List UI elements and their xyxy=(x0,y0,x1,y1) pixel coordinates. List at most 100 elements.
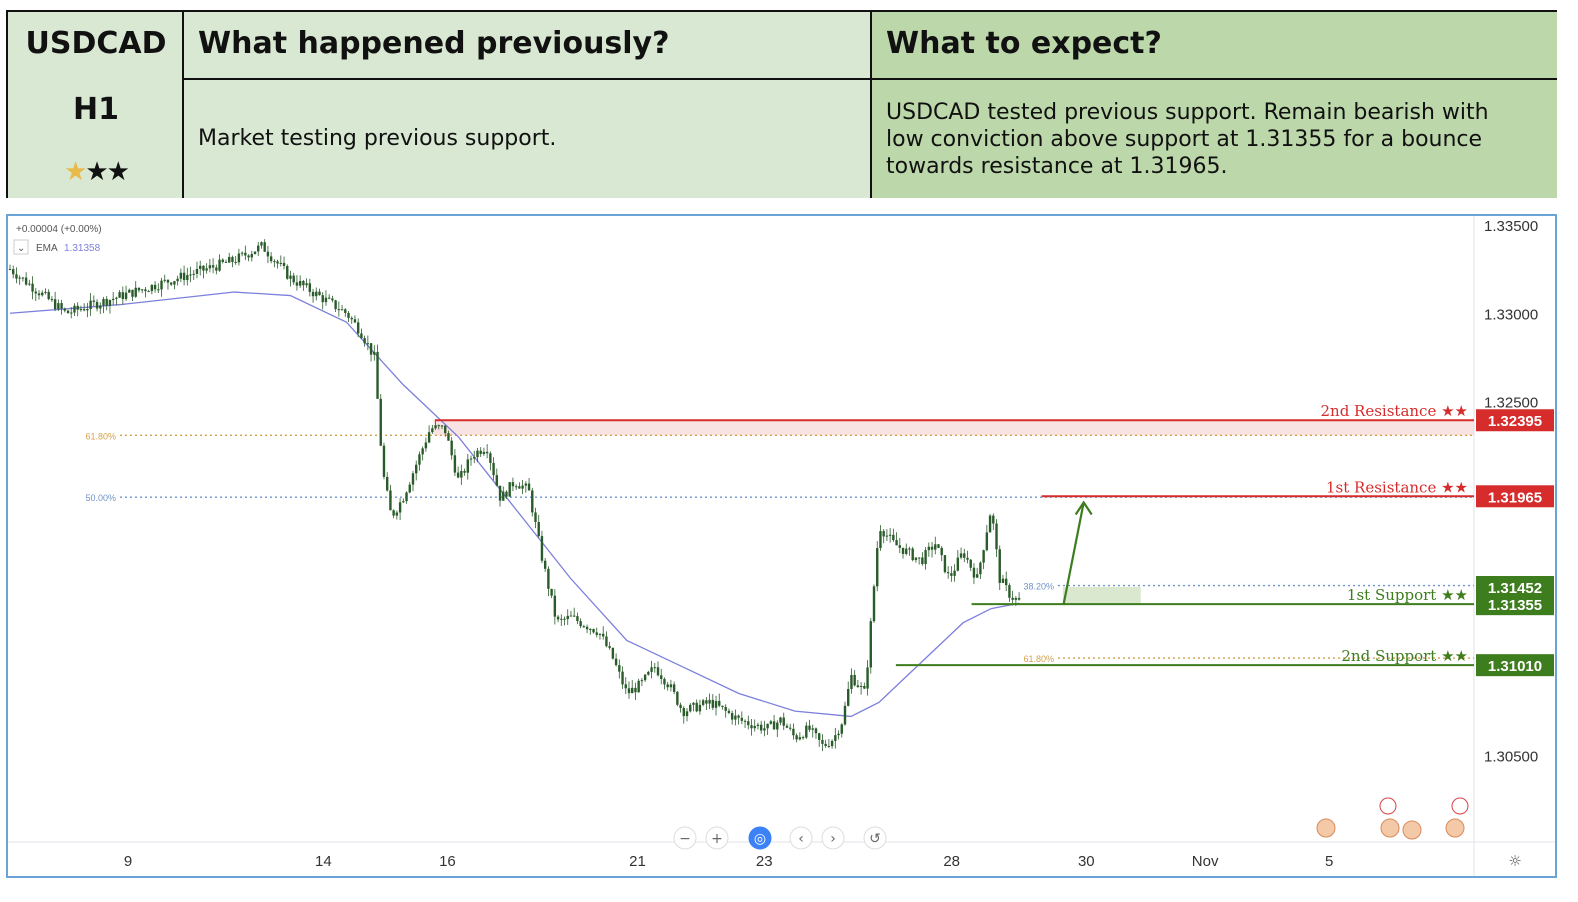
candle-body xyxy=(518,486,521,489)
candle-body xyxy=(176,278,179,282)
candle-body xyxy=(824,743,827,747)
candle-body xyxy=(660,675,663,679)
candle-body xyxy=(566,615,569,620)
toolbar-icon: ◎ xyxy=(754,831,766,847)
candle-body xyxy=(108,300,112,306)
star-icon: ★ xyxy=(64,157,87,187)
candle-body xyxy=(121,292,125,300)
candle-body xyxy=(415,464,418,474)
candle-body xyxy=(134,287,137,297)
candle-body xyxy=(653,667,656,669)
toolbar-icon: ↺ xyxy=(869,831,881,847)
candle-body xyxy=(695,702,698,712)
candle-body xyxy=(534,512,537,523)
candle-body xyxy=(885,535,889,537)
candle-body xyxy=(157,289,160,291)
candle-body xyxy=(240,252,244,254)
candle-body xyxy=(376,351,379,399)
candle-body xyxy=(237,253,241,263)
candle-body xyxy=(460,471,463,478)
candle-body xyxy=(392,510,395,516)
candle-body xyxy=(1001,578,1005,583)
candle-body xyxy=(908,548,911,550)
event-icon xyxy=(1379,797,1397,815)
price-chart[interactable]: 1.33500 1.33000 1.32500 1.30500 9 14 16 21 23 28 3… xyxy=(8,216,1555,876)
candle-body xyxy=(985,532,989,551)
exp-text-line: low conviction above support at 1.31355 … xyxy=(886,127,1483,152)
settings-icon: ☼ xyxy=(1508,852,1521,870)
candle-body xyxy=(937,544,940,548)
candle-body xyxy=(740,717,744,721)
candle-body xyxy=(327,297,331,299)
candle-body xyxy=(953,570,956,576)
candle-body xyxy=(508,482,511,497)
candle-body xyxy=(231,256,234,262)
candle-body xyxy=(569,615,573,617)
y-tick-label: 1.32500 xyxy=(1484,395,1538,412)
event-icon xyxy=(1451,797,1469,815)
candle-body xyxy=(124,292,128,300)
candle-body xyxy=(205,268,208,271)
price-tag xyxy=(1476,593,1554,616)
candle-body xyxy=(608,646,611,648)
candle-body xyxy=(946,572,950,574)
candle-body xyxy=(95,301,99,309)
candle-body xyxy=(153,284,157,290)
candle-body xyxy=(276,261,279,264)
x-tick-label: 9 xyxy=(124,853,132,870)
candle-body xyxy=(282,262,286,266)
candle-body xyxy=(898,545,902,548)
candle-body xyxy=(369,343,373,355)
candle-body xyxy=(975,574,979,578)
candle-body xyxy=(257,245,260,252)
candle-body xyxy=(547,568,550,589)
candle-body xyxy=(721,705,724,707)
resistance-zone xyxy=(433,420,1475,436)
candle-body xyxy=(611,647,615,659)
candle-body xyxy=(879,531,882,549)
candle-body xyxy=(843,705,847,725)
candle-body xyxy=(92,300,96,302)
candle-body xyxy=(930,546,934,550)
y-tick-label: 1.30500 xyxy=(1484,748,1538,765)
candle-body xyxy=(589,629,592,631)
candle-body xyxy=(859,685,863,688)
candle-body xyxy=(785,725,789,728)
symbol-cell: USDCAD H1 ★★★ xyxy=(8,12,184,198)
candle-body xyxy=(605,636,608,647)
candle-body xyxy=(724,706,727,711)
candle-body xyxy=(286,265,289,279)
toolbar-button xyxy=(673,826,697,850)
candle-body xyxy=(485,451,489,454)
chevron-down-icon: ⌄ xyxy=(17,243,25,254)
candle-body xyxy=(769,721,773,724)
candle-body xyxy=(128,289,131,293)
candle-body xyxy=(463,471,466,473)
prev-title: What happened previously? xyxy=(198,26,670,61)
candle-body xyxy=(73,305,76,313)
candle-body xyxy=(979,562,982,575)
candle-body xyxy=(647,671,650,675)
candle-body xyxy=(556,616,560,620)
candle-body xyxy=(76,305,79,310)
candle-body xyxy=(350,317,353,320)
candle-body xyxy=(621,671,624,685)
candle-body xyxy=(759,724,763,731)
level-label: 2nd Resistance ★★ xyxy=(1320,402,1468,420)
toolbar-button xyxy=(789,826,813,850)
candle-body xyxy=(473,457,476,459)
fib-label: 38.20% xyxy=(1023,582,1054,592)
candle-body xyxy=(385,476,389,491)
candle-body xyxy=(321,295,324,303)
legend-change: +0.00004 (+0.00%) xyxy=(16,224,102,235)
candle-body xyxy=(15,274,18,279)
candle-body xyxy=(131,289,134,297)
candle-body xyxy=(756,724,760,727)
chart-frame: 1.33500 1.33000 1.32500 1.30500 9 14 16 21 23 28 3… xyxy=(6,214,1557,878)
candle-body xyxy=(602,633,605,637)
candle-body xyxy=(537,522,540,537)
candle-body xyxy=(911,548,914,561)
toolbar-button xyxy=(863,826,887,850)
candle-body xyxy=(1004,578,1008,586)
candle-body xyxy=(70,312,73,314)
